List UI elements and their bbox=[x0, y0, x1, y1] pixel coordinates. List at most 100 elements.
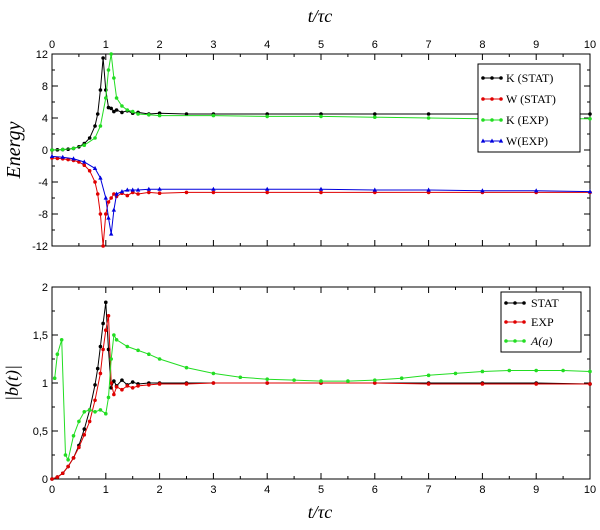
data-point-k-exp bbox=[104, 96, 108, 100]
data-point-a-a bbox=[373, 378, 377, 382]
legend-marker-w-exp bbox=[480, 138, 486, 143]
data-point-k-stat bbox=[373, 112, 377, 116]
data-point-k-exp bbox=[60, 147, 65, 152]
data-point-stat bbox=[82, 427, 87, 431]
data-point-k-exp bbox=[112, 76, 116, 80]
data-point-w-stat bbox=[109, 196, 113, 200]
data-point-a-a bbox=[561, 368, 565, 373]
data-point-w-stat bbox=[106, 200, 111, 204]
data-point-exp bbox=[480, 382, 485, 386]
legend-marker-w-exp bbox=[498, 138, 504, 143]
data-point-a-a bbox=[184, 365, 189, 370]
data-point-w-exp bbox=[534, 188, 539, 193]
data-point-w-stat bbox=[93, 180, 97, 184]
top-x-tick-label: 1 bbox=[103, 39, 109, 51]
amplitude-x-tick-label: 8 bbox=[479, 484, 485, 496]
legend-label-stat: STAT bbox=[531, 296, 559, 310]
data-point-exp bbox=[147, 383, 151, 387]
data-point-k-exp bbox=[588, 117, 592, 121]
data-point-exp bbox=[82, 433, 87, 437]
data-point-w-exp bbox=[372, 187, 377, 192]
legend-marker-w-stat bbox=[490, 97, 494, 101]
data-point-w-exp bbox=[82, 159, 87, 164]
data-point-a-a bbox=[346, 379, 350, 383]
energy-y-tick-label: 4 bbox=[42, 113, 48, 125]
data-point-exp bbox=[157, 382, 162, 386]
legend-marker-k-exp bbox=[490, 118, 494, 122]
legend-label-k-stat: K (STAT) bbox=[506, 71, 553, 85]
amplitude-x-tick-label: 5 bbox=[318, 484, 324, 496]
data-point-stat bbox=[120, 378, 124, 382]
data-point-stat bbox=[104, 300, 108, 305]
energy-y-tick-label: -4 bbox=[38, 177, 48, 189]
data-point-exp bbox=[50, 477, 54, 481]
data-point-w-stat bbox=[211, 190, 216, 195]
data-point-stat bbox=[95, 366, 100, 371]
top-x-tick-label: 4 bbox=[264, 39, 270, 51]
data-point-a-a bbox=[87, 408, 92, 412]
data-point-a-a bbox=[109, 357, 113, 361]
data-point-exp bbox=[101, 347, 105, 352]
energy-y-tick-label: -12 bbox=[32, 241, 48, 253]
data-point-w-exp bbox=[130, 187, 135, 192]
legend-marker-a-a bbox=[513, 339, 517, 343]
data-point-k-exp bbox=[319, 114, 323, 119]
amplitude-x-tick-label: 4 bbox=[264, 484, 270, 496]
data-point-w-stat bbox=[319, 190, 323, 195]
data-point-w-exp bbox=[108, 231, 114, 236]
legend-label-k-exp: K (EXP) bbox=[506, 113, 548, 127]
data-point-stat bbox=[101, 321, 105, 326]
data-point-exp bbox=[55, 475, 60, 479]
data-point-exp bbox=[77, 445, 81, 450]
data-point-a-a bbox=[136, 348, 140, 353]
data-point-exp bbox=[106, 314, 111, 318]
legend-label-a-of-a: A(a) bbox=[530, 334, 552, 348]
data-point-a-a bbox=[507, 368, 512, 373]
energy-legend: K (STAT) W (STAT) K (EXP) W(EXP) bbox=[477, 63, 581, 153]
top-x-tick-label: 0 bbox=[49, 39, 55, 51]
data-point-a-a bbox=[211, 371, 216, 376]
data-point-w-stat bbox=[104, 212, 108, 216]
legend-marker-k-exp bbox=[499, 118, 503, 122]
data-point-k-stat bbox=[101, 56, 105, 60]
data-point-k-exp bbox=[426, 116, 431, 120]
data-point-k-exp bbox=[373, 115, 377, 119]
data-point-w-exp bbox=[60, 154, 65, 159]
data-point-k-stat bbox=[109, 106, 113, 111]
data-point-w-stat bbox=[101, 244, 105, 248]
data-point-w-exp bbox=[265, 186, 270, 191]
data-point-k-exp bbox=[136, 112, 140, 116]
data-point-k-exp bbox=[114, 96, 119, 100]
data-point-w-stat bbox=[125, 193, 130, 198]
data-point-k-exp bbox=[130, 109, 135, 114]
data-point-stat bbox=[112, 379, 116, 383]
data-point-w-exp bbox=[587, 189, 593, 194]
data-point-k-exp bbox=[265, 114, 270, 119]
data-point-a-a bbox=[125, 344, 130, 349]
data-point-exp bbox=[112, 392, 116, 397]
legend-marker-a-a bbox=[504, 339, 508, 343]
data-point-k-exp bbox=[120, 104, 124, 108]
data-point-exp bbox=[265, 381, 270, 385]
data-point-w-stat bbox=[136, 192, 140, 196]
top-x-tick-label: 3 bbox=[210, 39, 216, 51]
data-point-a-a bbox=[77, 419, 81, 424]
data-point-k-stat bbox=[112, 109, 116, 114]
data-point-a-a bbox=[399, 376, 404, 381]
data-point-exp bbox=[93, 398, 97, 403]
data-point-w-stat bbox=[66, 157, 70, 162]
legend-marker-k-stat bbox=[490, 76, 494, 80]
data-point-k-exp bbox=[98, 124, 103, 128]
data-point-k-exp bbox=[147, 113, 151, 117]
data-point-exp bbox=[98, 371, 103, 376]
data-point-w-exp bbox=[125, 187, 130, 192]
data-point-a-a bbox=[52, 376, 57, 381]
data-point-exp bbox=[114, 385, 119, 389]
data-point-w-exp bbox=[106, 215, 111, 220]
top-x-tick-label: 2 bbox=[157, 39, 163, 51]
data-point-w-exp bbox=[135, 187, 141, 192]
data-point-w-stat bbox=[157, 191, 162, 195]
data-point-k-exp bbox=[125, 108, 130, 112]
data-point-exp bbox=[534, 382, 538, 386]
